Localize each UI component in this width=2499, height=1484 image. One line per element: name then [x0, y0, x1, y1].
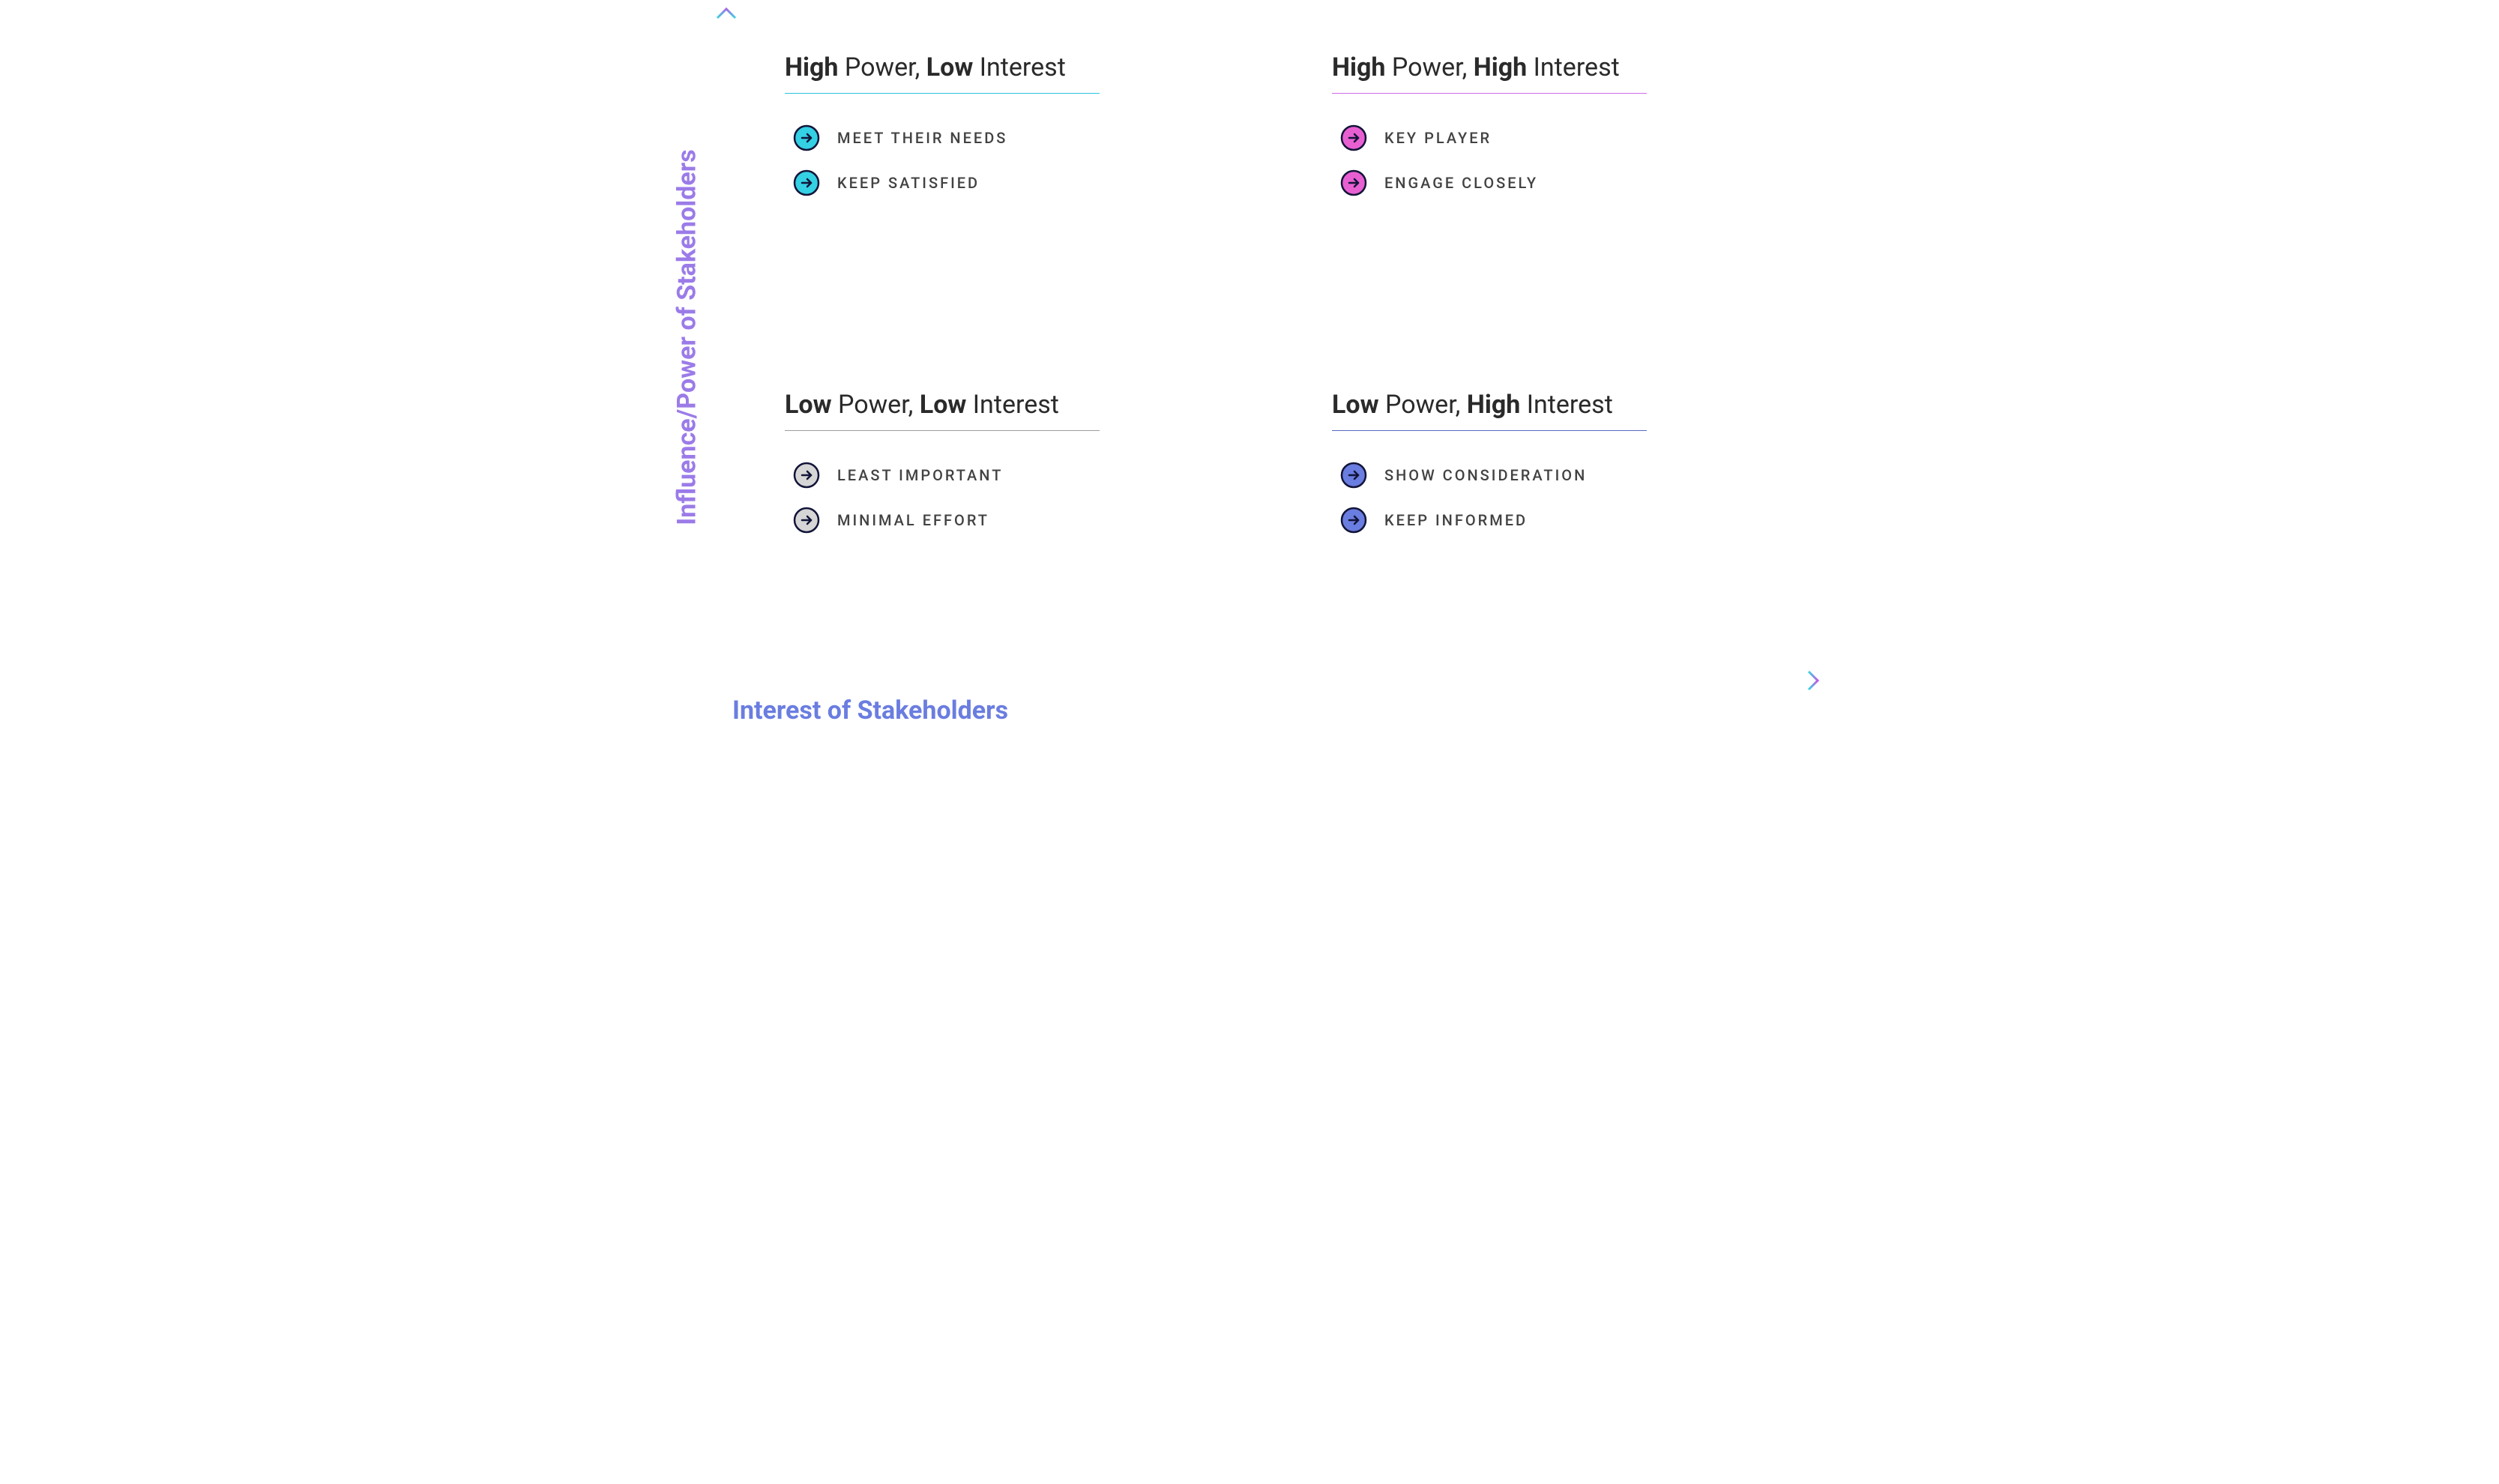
stakeholder-matrix-diagram: Influence/Power of Stakeholders Interest… [665, 0, 1834, 764]
bullet-item: KEEP INFORMED [1339, 506, 1804, 534]
arrow-circle-icon [792, 461, 821, 489]
bullet-text: SHOW CONSIDERATION [1384, 466, 1587, 484]
bullet-text: KEEP INFORMED [1384, 511, 1528, 529]
quadrant-title: Low Power, High Interest [1332, 390, 1804, 420]
x-axis-label: Interest of Stakeholders [732, 696, 1008, 726]
bullet-list: LEAST IMPORTANT MINIMAL EFFORT [785, 461, 1257, 534]
quadrant-title: Low Power, Low Interest [785, 390, 1257, 420]
quadrant-underline [785, 93, 1100, 94]
bullet-item: MINIMAL EFFORT [792, 506, 1257, 534]
bullet-text: MEET THEIR NEEDS [837, 129, 1007, 147]
bullet-item: LEAST IMPORTANT [792, 461, 1257, 489]
bullet-item: SHOW CONSIDERATION [1339, 461, 1804, 489]
bullet-item: KEEP SATISFIED [792, 169, 1257, 197]
arrow-circle-icon [792, 506, 821, 534]
quadrant-top-right: High Power, High Interest KEY PLAYER ENG… [1272, 7, 1819, 345]
quadrant-top-left: High Power, Low Interest MEET THEIR NEED… [725, 7, 1272, 345]
bullet-item: ENGAGE CLOSELY [1339, 169, 1804, 197]
arrow-circle-icon [1339, 124, 1368, 152]
plot-area: High Power, Low Interest MEET THEIR NEED… [725, 7, 1819, 682]
bullet-text: MINIMAL EFFORT [837, 511, 989, 529]
arrow-circle-icon [792, 124, 821, 152]
quadrant-underline [1332, 430, 1647, 431]
arrow-circle-icon [1339, 506, 1368, 534]
quadrant-bottom-right: Low Power, High Interest SHOW CONSIDERAT… [1272, 345, 1819, 682]
arrow-circle-icon [1339, 461, 1368, 489]
quadrant-title: High Power, High Interest [1332, 52, 1804, 82]
bullet-list: SHOW CONSIDERATION KEEP INFORMED [1332, 461, 1804, 534]
quadrant-underline [785, 430, 1100, 431]
bullet-text: LEAST IMPORTANT [837, 466, 1003, 484]
quadrant-underline [1332, 93, 1647, 94]
bullet-text: KEY PLAYER [1384, 129, 1492, 147]
arrow-circle-icon [1339, 169, 1368, 197]
bullet-text: ENGAGE CLOSELY [1384, 174, 1538, 192]
quadrant-title: High Power, Low Interest [785, 52, 1257, 82]
arrow-circle-icon [792, 169, 821, 197]
bullet-text: KEEP SATISFIED [837, 174, 980, 192]
y-axis-label: Influence/Power of Stakeholders [665, 0, 710, 675]
bullet-item: KEY PLAYER [1339, 124, 1804, 152]
quadrant-bottom-left: Low Power, Low Interest LEAST IMPORTANT … [725, 345, 1272, 682]
bullet-item: MEET THEIR NEEDS [792, 124, 1257, 152]
bullet-list: KEY PLAYER ENGAGE CLOSELY [1332, 124, 1804, 197]
bullet-list: MEET THEIR NEEDS KEEP SATISFIED [785, 124, 1257, 197]
